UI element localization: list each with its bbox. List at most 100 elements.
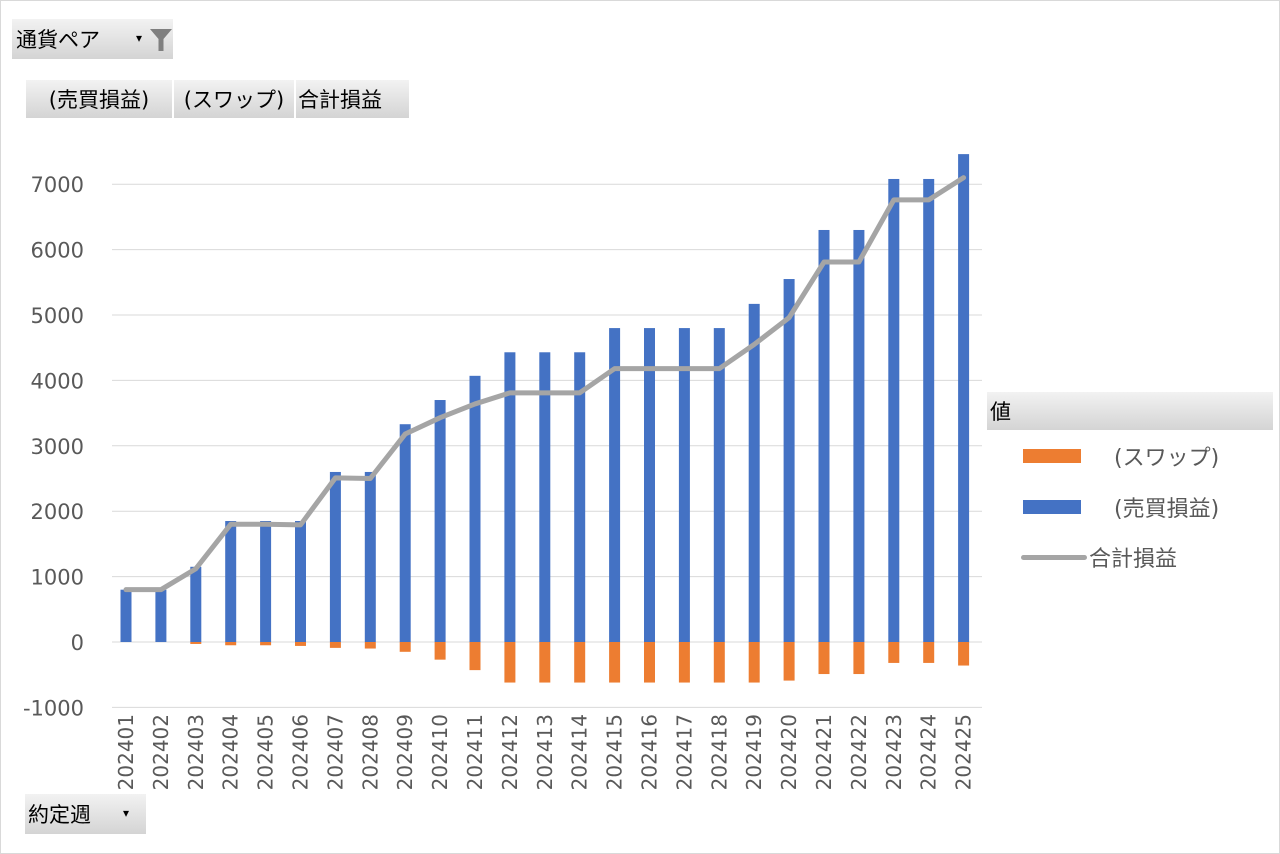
bar-trading-pl[interactable] <box>713 328 725 642</box>
bar-swap[interactable] <box>888 642 900 663</box>
x-tick-label: 202404 <box>219 714 243 790</box>
bar-swap[interactable] <box>574 642 586 683</box>
bar-trading-pl[interactable] <box>888 178 900 642</box>
legend-field-button[interactable]: 値 <box>987 392 1273 430</box>
dropdown-arrow-icon[interactable]: ▾ <box>123 806 130 820</box>
legend-swatch-trading-pl <box>1023 500 1081 514</box>
bar-trading-pl[interactable] <box>609 328 621 642</box>
x-tick-label: 202421 <box>812 714 836 790</box>
axis-field-label: 約定週 <box>28 803 91 827</box>
x-tick-label: 202407 <box>323 714 347 790</box>
bar-trading-pl[interactable] <box>469 375 481 642</box>
bar-trading-pl[interactable] <box>853 229 865 643</box>
value-field-label: 合計損益 <box>298 88 382 112</box>
bar-trading-pl[interactable] <box>783 279 795 642</box>
bar-swap[interactable] <box>923 642 935 663</box>
bar-swap[interactable] <box>713 642 725 683</box>
dropdown-arrow-icon[interactable]: ▾ <box>136 31 143 45</box>
bar-trading-pl[interactable] <box>260 521 272 642</box>
x-tick-label: 202414 <box>568 714 592 790</box>
value-field-button-trading-pl[interactable]: (売買損益) <box>26 80 173 118</box>
legend-label-swap: (スワップ) <box>1114 446 1220 471</box>
bar-swap[interactable] <box>783 642 795 681</box>
bar-trading-pl[interactable] <box>818 229 830 643</box>
bar-series[interactable] <box>120 154 970 683</box>
x-tick-label: 202411 <box>463 714 487 790</box>
legend-label-trading-pl: (売買損益) <box>1114 497 1220 522</box>
bar-swap[interactable] <box>644 642 655 683</box>
funnel-icon[interactable] <box>149 27 173 53</box>
value-field-label: (売買損益) <box>48 88 150 112</box>
bar-swap[interactable] <box>609 642 621 683</box>
legend-header-label: 値 <box>990 400 1011 424</box>
bar-swap[interactable] <box>678 642 690 683</box>
bar-trading-pl[interactable] <box>644 328 655 642</box>
bar-trading-pl[interactable] <box>678 328 690 642</box>
x-tick-label: 202410 <box>428 714 452 790</box>
bar-trading-pl[interactable] <box>190 566 202 642</box>
bar-swap[interactable] <box>364 642 376 649</box>
x-tick-label: 202405 <box>254 714 278 790</box>
bar-swap[interactable] <box>190 642 202 644</box>
y-tick-label: 1000 <box>31 566 84 590</box>
y-tick-label: 0 <box>71 631 84 655</box>
bar-swap[interactable] <box>748 642 760 683</box>
x-tick-label: 202424 <box>917 714 941 790</box>
bar-trading-pl[interactable] <box>923 178 935 642</box>
y-tick-label: 6000 <box>31 239 84 263</box>
x-tick-label: 202425 <box>952 714 976 790</box>
bar-swap[interactable] <box>260 642 272 646</box>
x-tick-label: 202419 <box>742 714 766 790</box>
bar-trading-pl[interactable] <box>539 352 551 642</box>
legend-swatch-swap <box>1023 449 1081 463</box>
y-tick-label: -1000 <box>23 696 84 720</box>
bar-trading-pl[interactable] <box>329 471 341 642</box>
bar-trading-pl[interactable] <box>155 589 167 642</box>
value-field-button-swap[interactable]: (スワップ) <box>174 80 295 118</box>
bar-swap[interactable] <box>853 642 865 675</box>
x-tick-label: 202418 <box>707 714 731 790</box>
axis-field-button[interactable]: 約定週 ▾ <box>25 794 146 834</box>
bar-trading-pl[interactable] <box>958 154 970 642</box>
bar-swap[interactable] <box>329 642 341 648</box>
y-tick-label: 4000 <box>31 369 84 393</box>
value-field-button-total-pl[interactable]: 合計損益 <box>296 80 410 118</box>
bar-swap[interactable] <box>399 642 411 652</box>
x-tick-label: 202408 <box>358 714 382 790</box>
x-tick-label: 202401 <box>114 714 138 790</box>
y-tick-label: 2000 <box>31 500 84 524</box>
bar-trading-pl[interactable] <box>574 352 586 642</box>
bar-swap[interactable] <box>295 642 306 646</box>
bar-trading-pl[interactable] <box>434 400 446 642</box>
x-tick-label: 202412 <box>498 714 522 790</box>
x-tick-label: 202420 <box>777 714 801 790</box>
x-tick-label: 202417 <box>672 714 696 790</box>
line-total-pl[interactable] <box>123 175 967 593</box>
filter-field-label: 通貨ペア <box>16 28 100 52</box>
bar-swap[interactable] <box>958 642 970 666</box>
bar-trading-pl[interactable] <box>504 352 516 642</box>
bar-trading-pl[interactable] <box>295 521 306 642</box>
bar-trading-pl[interactable] <box>748 303 760 642</box>
filter-field-button[interactable]: 通貨ペア ▾ <box>12 19 173 59</box>
legend-label-total-pl: 合計損益 <box>1089 547 1178 572</box>
bar-trading-pl[interactable] <box>120 589 132 642</box>
bar-trading-pl[interactable] <box>225 521 237 642</box>
bar-swap[interactable] <box>469 642 481 671</box>
line-series[interactable] <box>123 175 967 593</box>
x-tick-label: 202402 <box>149 714 173 790</box>
bar-trading-pl[interactable] <box>399 424 411 642</box>
bar-trading-pl[interactable] <box>364 471 376 642</box>
bar-swap[interactable] <box>434 642 446 660</box>
x-tick-label: 202416 <box>638 714 662 790</box>
y-axis-ticks: -1000 0 1000 2000 3000 4000 5000 6000 7000 <box>23 173 84 720</box>
x-tick-label: 202415 <box>603 714 627 790</box>
x-axis-ticks: 202401 202402 202403 202404 202405 202406 2024… <box>114 714 976 790</box>
y-tick-label: 7000 <box>31 173 84 197</box>
bar-swap[interactable] <box>225 642 237 646</box>
x-tick-label: 202403 <box>184 714 208 790</box>
bar-swap[interactable] <box>539 642 551 683</box>
bar-swap[interactable] <box>818 642 830 675</box>
bar-swap[interactable] <box>504 642 516 683</box>
